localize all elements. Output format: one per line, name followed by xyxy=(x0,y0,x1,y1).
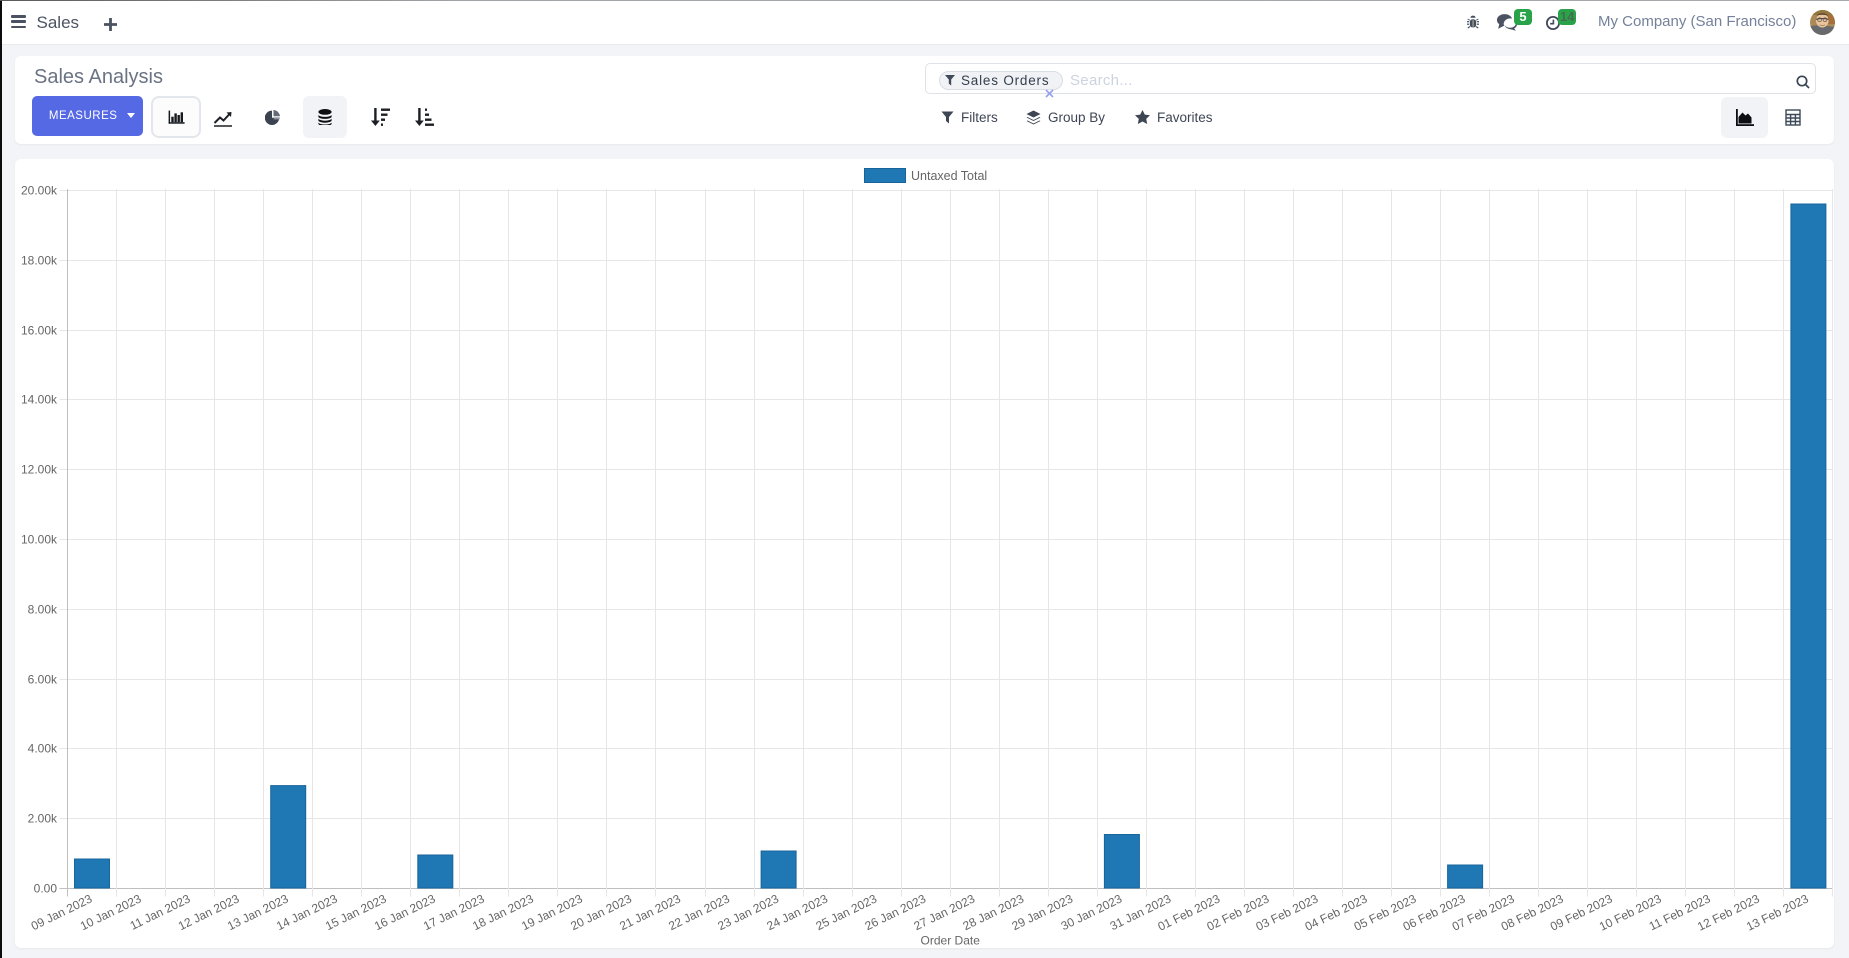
svg-text:10.00k: 10.00k xyxy=(21,533,58,547)
svg-text:4.00k: 4.00k xyxy=(28,742,58,756)
svg-text:12.00k: 12.00k xyxy=(21,463,58,477)
svg-text:8.00k: 8.00k xyxy=(28,603,58,617)
svg-text:Order Date: Order Date xyxy=(921,934,981,948)
svg-text:2.00k: 2.00k xyxy=(28,812,58,826)
svg-text:Untaxed Total: Untaxed Total xyxy=(911,169,987,183)
svg-text:20.00k: 20.00k xyxy=(21,184,58,198)
svg-text:18.00k: 18.00k xyxy=(21,254,58,268)
svg-text:6.00k: 6.00k xyxy=(28,673,58,687)
svg-text:14.00k: 14.00k xyxy=(21,393,58,407)
svg-text:0.00: 0.00 xyxy=(34,882,58,896)
svg-text:16.00k: 16.00k xyxy=(21,324,58,338)
